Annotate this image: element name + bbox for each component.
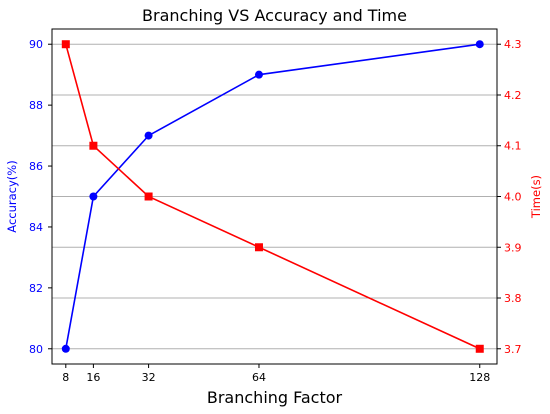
y-left-tick-label: 90 [29,38,43,51]
y-left-tick-label: 84 [29,221,43,234]
y-right-tick-label: 3.9 [504,241,522,254]
series-layer [61,40,484,353]
y-right-tick-label: 3.7 [504,343,522,356]
y-right-tick-label: 3.8 [504,292,522,305]
x-tick-label: 32 [142,371,156,384]
x-tick-label: 16 [86,371,100,384]
y-right-tick-label: 4.2 [504,89,522,102]
accuracy-point [254,70,263,79]
y-right-tick-label: 4.1 [504,140,522,153]
y-left-tick-label: 80 [29,343,43,356]
time-point [89,141,98,150]
accuracy-point [61,344,70,353]
x-axis-label: Branching Factor [207,388,343,407]
time-point [475,344,484,353]
y-right-tick-label: 4.3 [504,38,522,51]
y-axis-label-right: Time(s) [529,175,543,219]
grid-layer [52,43,497,350]
y-left-tick-label: 82 [29,282,43,295]
accuracy-point [144,131,153,140]
accuracy-point [475,40,484,49]
y-right-tick-label: 4.0 [504,191,522,204]
y-left-tick-label: 88 [29,99,43,112]
chart-title: Branching VS Accuracy and Time [142,6,407,25]
y-axis-label-left: Accuracy(%) [5,160,19,232]
axis-layer: 8 16 32 64 128 80 82 84 86 88 90 3.7 3.8 3.9 4.0 4.1 4.2… [29,38,522,384]
y-left-tick-label: 86 [29,160,43,173]
time-point [61,40,70,49]
x-tick-label: 64 [252,371,266,384]
time-point [254,243,263,252]
time-point [144,192,153,201]
accuracy-point [89,192,98,201]
x-tick-label: 8 [62,371,69,384]
x-tick-label: 128 [469,371,490,384]
